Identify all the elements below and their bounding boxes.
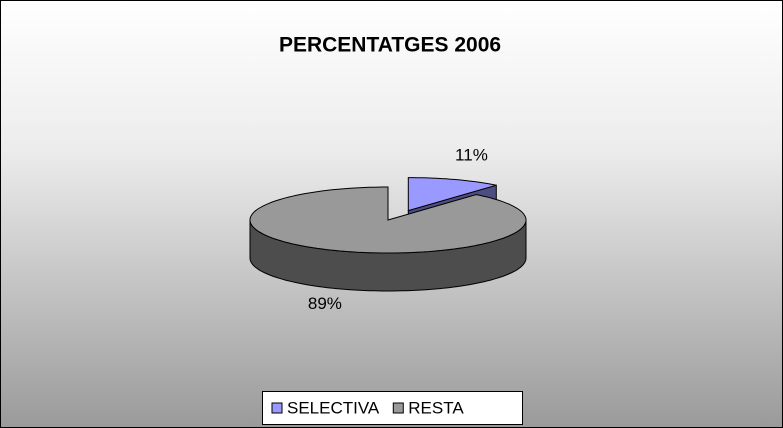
slice-top [249,186,527,254]
slice-top [407,177,497,212]
pie-slice [249,186,527,292]
data-label: 11% [455,146,488,165]
legend-swatch [392,402,404,414]
legend-swatch [271,402,283,414]
legend-label: RESTA [408,398,464,417]
chart-title: PERCENTATGES 2006 [279,34,501,57]
legend-label: SELECTIVA [287,398,380,417]
data-label: 89% [308,294,342,313]
legend-box [262,391,523,425]
